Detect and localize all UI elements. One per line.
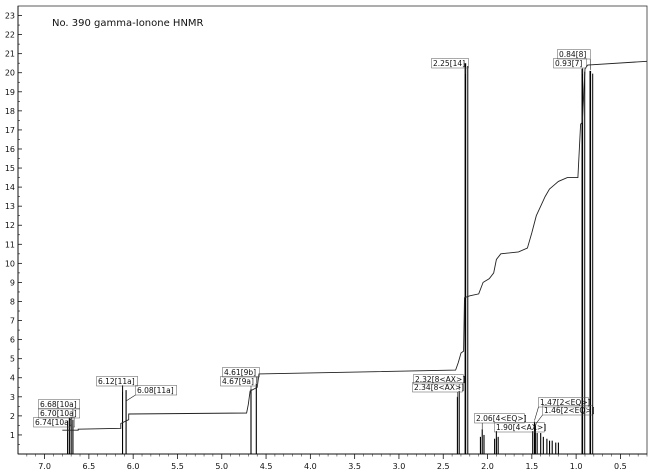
x-tick-label: 2.5 bbox=[437, 462, 450, 471]
y-tick-label: 14 bbox=[5, 183, 15, 192]
peak-label-box bbox=[38, 408, 80, 419]
peak-label: 0.93[7] bbox=[555, 59, 582, 68]
peak-label-box bbox=[413, 374, 464, 385]
x-tick-label: 3.5 bbox=[348, 462, 361, 471]
peak-label-box bbox=[38, 399, 80, 410]
y-tick-label: 16 bbox=[5, 145, 15, 154]
y-tick-label: 3 bbox=[10, 393, 15, 402]
peak-label: 6.12[11a] bbox=[98, 377, 135, 386]
y-tick-label: 2 bbox=[10, 412, 15, 421]
peak-label: 2.32[8<AX>] bbox=[415, 375, 465, 384]
y-tick-label: 6 bbox=[10, 336, 15, 345]
peak-label: 4.67[9a] bbox=[222, 377, 254, 386]
peak-label-box bbox=[474, 413, 525, 424]
peak-leader bbox=[125, 394, 136, 402]
x-tick-label: 5.5 bbox=[171, 462, 184, 471]
peak-label: 6.70[10a] bbox=[40, 409, 77, 418]
x-tick-label: 6.5 bbox=[83, 462, 96, 471]
peak-label: 1.47[2<EQ>] bbox=[540, 398, 591, 407]
peak-label: 2.25[14] bbox=[433, 59, 465, 68]
peak-label-box bbox=[494, 422, 545, 433]
plot-frame bbox=[17, 5, 648, 455]
peak-label: 1.46[2<EQ>] bbox=[544, 406, 595, 415]
peak-label: 6.74[10a] bbox=[35, 418, 72, 427]
peak-label-box bbox=[412, 382, 463, 393]
y-tick-label: 18 bbox=[5, 107, 15, 116]
y-tick-label: 11 bbox=[5, 240, 15, 249]
y-tick-label: 8 bbox=[10, 297, 15, 306]
y-tick-label: 10 bbox=[5, 259, 15, 268]
y-tick-label: 23 bbox=[5, 12, 15, 21]
integral-curve bbox=[62, 60, 648, 431]
y-tick-label: 9 bbox=[10, 278, 15, 287]
y-tick-label: 1 bbox=[10, 431, 15, 440]
x-axis-ticks: 7.0 6.5 6.0 5.5 5.0 4.5 4.0 3.5 3.0 2.5 2.0 1.5 1.0 0… bbox=[26, 454, 648, 471]
peak-leader bbox=[534, 406, 539, 421]
y-tick-label: 13 bbox=[5, 202, 15, 211]
peak-label: 6.08[11a] bbox=[137, 386, 174, 395]
peak-label-box bbox=[135, 385, 177, 396]
peak-label-box bbox=[557, 49, 591, 60]
peak-label: 0.84[8] bbox=[559, 50, 586, 59]
y-tick-label: 22 bbox=[5, 31, 15, 40]
x-tick-label: 0.5 bbox=[614, 462, 627, 471]
peak-label-box bbox=[553, 58, 587, 69]
y-tick-label: 21 bbox=[5, 50, 15, 59]
peak-label-box bbox=[431, 58, 469, 69]
x-tick-label: 1.5 bbox=[525, 462, 538, 471]
peak-label: 1.90[4<AX>] bbox=[496, 423, 546, 432]
x-tick-label: 1.0 bbox=[570, 462, 583, 471]
y-tick-label: 19 bbox=[5, 88, 15, 97]
peak-label-box bbox=[220, 376, 258, 387]
y-tick-label: 17 bbox=[5, 126, 15, 135]
peak-label-box bbox=[33, 417, 75, 428]
peak-label-box bbox=[538, 397, 589, 408]
y-tick-label: 4 bbox=[10, 374, 15, 383]
peak-labels: 6.74[10a]6.70[10a]6.68[10a] 6.12[11a]6.08… bbox=[33, 49, 595, 438]
chart-axes bbox=[17, 5, 648, 455]
spectrum-peaks bbox=[67, 63, 594, 454]
y-tick-label: 20 bbox=[5, 69, 15, 78]
x-tick-label: 6.0 bbox=[127, 462, 140, 471]
x-tick-label: 5.0 bbox=[215, 462, 228, 471]
peak-label-box bbox=[96, 376, 138, 387]
peak-label: 4.61[9b] bbox=[224, 368, 256, 377]
y-tick-label: 5 bbox=[10, 355, 15, 364]
y-tick-label: 7 bbox=[10, 317, 15, 326]
peak-label-box bbox=[222, 367, 260, 378]
x-tick-label: 4.5 bbox=[260, 462, 273, 471]
chart-title: No. 390 gamma-Ionone HNMR bbox=[52, 18, 204, 29]
x-tick-label: 4.0 bbox=[304, 462, 317, 471]
peak-label: 6.68[10a] bbox=[40, 400, 77, 409]
y-tick-label: 15 bbox=[5, 164, 15, 173]
peak-leader bbox=[535, 414, 543, 425]
x-tick-label: 2.0 bbox=[481, 462, 494, 471]
y-tick-label: 12 bbox=[5, 221, 15, 230]
peak-label: 2.34[8<AX>] bbox=[414, 383, 464, 392]
x-tick-label: 3.0 bbox=[393, 462, 406, 471]
peak-label-box bbox=[542, 405, 593, 416]
x-tick-label: 7.0 bbox=[38, 462, 51, 471]
peak-label: 2.06[4<EQ>] bbox=[476, 414, 527, 423]
